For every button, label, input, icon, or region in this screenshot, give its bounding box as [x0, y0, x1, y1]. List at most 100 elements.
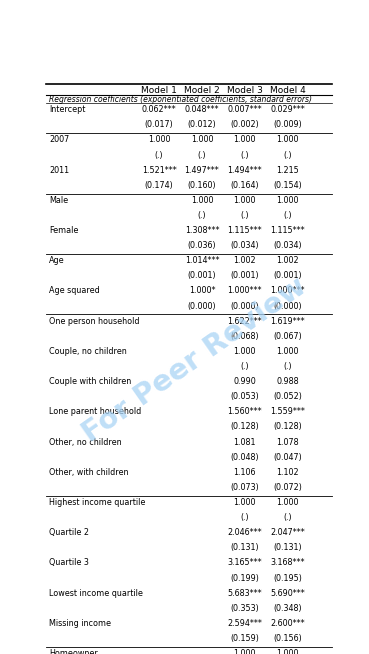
Text: 0.007***: 0.007*** [228, 105, 262, 114]
Text: 1.000: 1.000 [234, 135, 256, 145]
Text: (.): (.) [241, 513, 249, 522]
Text: Couple with children: Couple with children [49, 377, 131, 386]
Text: 1.000: 1.000 [234, 196, 256, 205]
Text: For Peer Review: For Peer Review [77, 273, 312, 449]
Text: 1.622***: 1.622*** [228, 317, 262, 326]
Text: 5.690***: 5.690*** [270, 589, 305, 598]
Text: (.): (.) [241, 150, 249, 160]
Text: 1.000*: 1.000* [189, 286, 215, 296]
Text: (0.068): (0.068) [231, 332, 259, 341]
Text: 1.002: 1.002 [276, 256, 299, 266]
Text: Couple, no children: Couple, no children [49, 347, 127, 356]
Text: 0.048***: 0.048*** [185, 105, 219, 114]
Text: Female: Female [49, 226, 78, 235]
Text: (0.128): (0.128) [231, 422, 259, 432]
Text: (0.001): (0.001) [273, 271, 302, 281]
Text: (.): (.) [241, 362, 249, 371]
Text: 0.029***: 0.029*** [270, 105, 305, 114]
Text: Quartile 2: Quartile 2 [49, 528, 89, 537]
Text: 1.115***: 1.115*** [228, 226, 262, 235]
Text: 0.062***: 0.062*** [142, 105, 176, 114]
Text: 5.683***: 5.683*** [228, 589, 262, 598]
Text: 1.000: 1.000 [276, 135, 299, 145]
Text: (0.001): (0.001) [188, 271, 216, 281]
Text: 3.168***: 3.168*** [270, 559, 305, 568]
Text: Model 1: Model 1 [141, 86, 177, 95]
Text: Homeowner: Homeowner [49, 649, 98, 654]
Text: 1.000***: 1.000*** [228, 286, 262, 296]
Text: 0.988: 0.988 [276, 377, 299, 386]
Text: (0.000): (0.000) [273, 301, 302, 311]
Text: (.): (.) [198, 150, 206, 160]
Text: 1.002: 1.002 [234, 256, 256, 266]
Text: Lowest income quartile: Lowest income quartile [49, 589, 143, 598]
Text: (0.001): (0.001) [231, 271, 259, 281]
Text: Male: Male [49, 196, 68, 205]
Text: (0.012): (0.012) [187, 120, 216, 129]
Text: Quartile 3: Quartile 3 [49, 559, 89, 568]
Text: (0.017): (0.017) [145, 120, 173, 129]
Text: 1.497***: 1.497*** [184, 165, 219, 175]
Text: Missing income: Missing income [49, 619, 111, 628]
Text: (.): (.) [283, 362, 292, 371]
Text: (0.052): (0.052) [273, 392, 302, 402]
Text: (0.159): (0.159) [230, 634, 259, 643]
Text: 2007: 2007 [49, 135, 69, 145]
Text: 0.990: 0.990 [234, 377, 256, 386]
Text: (0.047): (0.047) [273, 453, 302, 462]
Text: 1.560***: 1.560*** [228, 407, 262, 417]
Text: (0.036): (0.036) [188, 241, 216, 250]
Text: (0.154): (0.154) [273, 181, 302, 190]
Text: Highest income quartile: Highest income quartile [49, 498, 145, 507]
Text: Model 4: Model 4 [270, 86, 306, 95]
Text: 1.521***: 1.521*** [142, 165, 176, 175]
Text: (0.067): (0.067) [273, 332, 302, 341]
Text: (0.174): (0.174) [145, 181, 173, 190]
Text: (.): (.) [198, 211, 206, 220]
Text: 1.494***: 1.494*** [228, 165, 262, 175]
Text: 1.000: 1.000 [276, 196, 299, 205]
Text: (0.002): (0.002) [231, 120, 259, 129]
Text: 1.619***: 1.619*** [270, 317, 305, 326]
Text: Lone parent household: Lone parent household [49, 407, 141, 417]
Text: (0.195): (0.195) [273, 574, 302, 583]
Text: 1.000: 1.000 [276, 498, 299, 507]
Text: (.): (.) [283, 211, 292, 220]
Text: 1.559***: 1.559*** [270, 407, 305, 417]
Text: (0.009): (0.009) [273, 120, 302, 129]
Text: (.): (.) [283, 150, 292, 160]
Text: 1.102: 1.102 [276, 468, 299, 477]
Text: (.): (.) [155, 150, 163, 160]
Text: (.): (.) [241, 211, 249, 220]
Text: 1.078: 1.078 [276, 438, 299, 447]
Text: (0.000): (0.000) [188, 301, 216, 311]
Text: 2.047***: 2.047*** [270, 528, 305, 537]
Text: 1.000: 1.000 [276, 347, 299, 356]
Text: 1.000: 1.000 [148, 135, 170, 145]
Text: (0.034): (0.034) [231, 241, 259, 250]
Text: Model 3: Model 3 [227, 86, 263, 95]
Text: 1.014***: 1.014*** [185, 256, 219, 266]
Text: 2.046***: 2.046*** [228, 528, 262, 537]
Text: 1.000: 1.000 [234, 347, 256, 356]
Text: 3.165***: 3.165*** [228, 559, 262, 568]
Text: (0.053): (0.053) [231, 392, 259, 402]
Text: 1.000: 1.000 [191, 135, 213, 145]
Text: Other, with children: Other, with children [49, 468, 128, 477]
Text: (.): (.) [283, 513, 292, 522]
Text: (0.199): (0.199) [230, 574, 259, 583]
Text: (0.000): (0.000) [231, 301, 259, 311]
Text: 1.081: 1.081 [234, 438, 256, 447]
Text: (0.156): (0.156) [273, 634, 302, 643]
Text: 1.000: 1.000 [191, 196, 213, 205]
Text: (0.128): (0.128) [273, 422, 302, 432]
Text: (0.048): (0.048) [231, 453, 259, 462]
Text: 1.106: 1.106 [234, 468, 256, 477]
Text: (0.164): (0.164) [231, 181, 259, 190]
Text: (0.073): (0.073) [231, 483, 259, 492]
Text: 2.594***: 2.594*** [227, 619, 262, 628]
Text: One person household: One person household [49, 317, 139, 326]
Text: Age: Age [49, 256, 65, 266]
Text: 1.115***: 1.115*** [270, 226, 305, 235]
Text: 1.215: 1.215 [276, 165, 299, 175]
